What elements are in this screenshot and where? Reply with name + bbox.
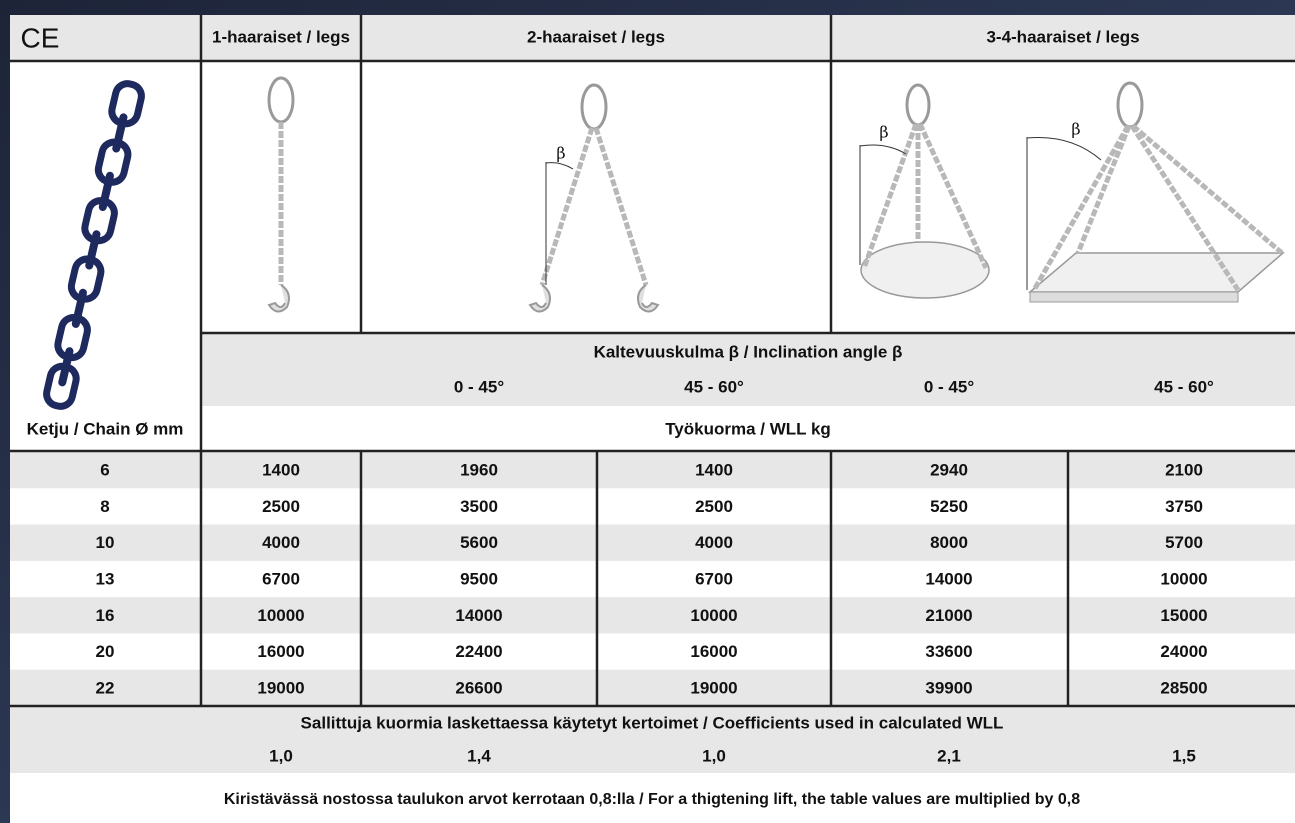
wll-value: 1400 xyxy=(262,461,300,480)
wll-value: 6700 xyxy=(262,569,300,588)
wll-value: 10000 xyxy=(257,606,304,625)
wll-value: 14000 xyxy=(925,569,972,588)
row-band xyxy=(10,597,1295,634)
wll-value: 16000 xyxy=(690,642,737,661)
wll-value: 2100 xyxy=(1165,461,1203,480)
wll-value: 14000 xyxy=(455,606,502,625)
coefficient: 2,1 xyxy=(937,746,961,765)
row-band xyxy=(10,452,1295,489)
column-header: 3-4-haaraiset / legs xyxy=(986,27,1139,46)
wll-value: 28500 xyxy=(1160,678,1207,697)
wll-value: 3750 xyxy=(1165,497,1203,516)
wll-value: 1960 xyxy=(460,461,498,480)
wll-value: 24000 xyxy=(1160,642,1207,661)
angle-title: Kaltevuuskulma β / Inclination angle β xyxy=(594,342,903,361)
wll-label: Työkuorma / WLL kg xyxy=(665,419,831,438)
coefficient-band xyxy=(10,707,1295,773)
angle-band xyxy=(201,334,1295,406)
angle-range: 45 - 60° xyxy=(1154,377,1214,396)
coefficient: 1,0 xyxy=(702,746,726,765)
chain-size: 8 xyxy=(100,497,109,516)
row-band xyxy=(10,524,1295,561)
wll-value: 21000 xyxy=(925,606,972,625)
wll-value: 2500 xyxy=(695,497,733,516)
coefficient: 1,5 xyxy=(1172,746,1196,765)
four-leg-diagram: β xyxy=(1026,81,1286,303)
wll-value: 6700 xyxy=(695,569,733,588)
wll-value: 2500 xyxy=(262,497,300,516)
wll-value: 19000 xyxy=(257,678,304,697)
wll-value: 9500 xyxy=(460,569,498,588)
wll-value: 19000 xyxy=(690,678,737,697)
row-band xyxy=(10,669,1295,706)
header-band xyxy=(10,15,1295,60)
chain-size: 22 xyxy=(96,678,115,697)
chain-size: 13 xyxy=(96,569,115,588)
chain-image xyxy=(43,80,145,410)
note: Kiristävässä nostossa taulukon arvot ker… xyxy=(224,791,1080,808)
angle-symbol: β xyxy=(1071,120,1080,139)
wll-value: 8000 xyxy=(930,533,968,552)
wll-value: 22400 xyxy=(455,642,502,661)
coefficient: 1,4 xyxy=(467,746,491,765)
wll-value: 10000 xyxy=(1160,569,1207,588)
wll-value: 3500 xyxy=(460,497,498,516)
three-leg-diagram: β xyxy=(859,83,990,299)
wll-value: 26600 xyxy=(455,678,502,697)
one-leg-diagram xyxy=(267,76,295,313)
ce-mark: CE xyxy=(21,22,60,53)
two-leg-diagram: β xyxy=(528,83,660,313)
wll-value: 1400 xyxy=(695,461,733,480)
wll-value: 33600 xyxy=(925,642,972,661)
wll-value: 5600 xyxy=(460,533,498,552)
row-bands xyxy=(10,452,1295,706)
chain-size: 6 xyxy=(100,461,109,480)
chain-label: Ketju / Chain Ø mm xyxy=(27,419,184,438)
coefficient: 1,0 xyxy=(269,746,293,765)
chain-size: 20 xyxy=(96,642,115,661)
wll-value: 16000 xyxy=(257,642,304,661)
chain-size: 10 xyxy=(96,533,115,552)
wll-value: 4000 xyxy=(262,533,300,552)
angle-range: 0 - 45° xyxy=(924,377,974,396)
wll-value: 5700 xyxy=(1165,533,1203,552)
wll-value: 5250 xyxy=(930,497,968,516)
wll-value: 39900 xyxy=(925,678,972,697)
angle-range: 0 - 45° xyxy=(454,377,504,396)
angle-symbol: β xyxy=(879,123,888,142)
rules xyxy=(10,15,1295,708)
column-header: 1-haaraiset / legs xyxy=(212,27,350,46)
chain-size: 16 xyxy=(96,606,115,625)
coefficients-title: Sallittuja kuormia laskettaessa käytetyt… xyxy=(301,713,1004,732)
column-header: 2-haaraiset / legs xyxy=(527,27,665,46)
angle-range: 45 - 60° xyxy=(684,377,744,396)
wll-value: 2940 xyxy=(930,461,968,480)
wll-value: 4000 xyxy=(695,533,733,552)
wll-value: 15000 xyxy=(1160,606,1207,625)
wll-value: 10000 xyxy=(690,606,737,625)
angle-symbol: β xyxy=(556,144,565,163)
